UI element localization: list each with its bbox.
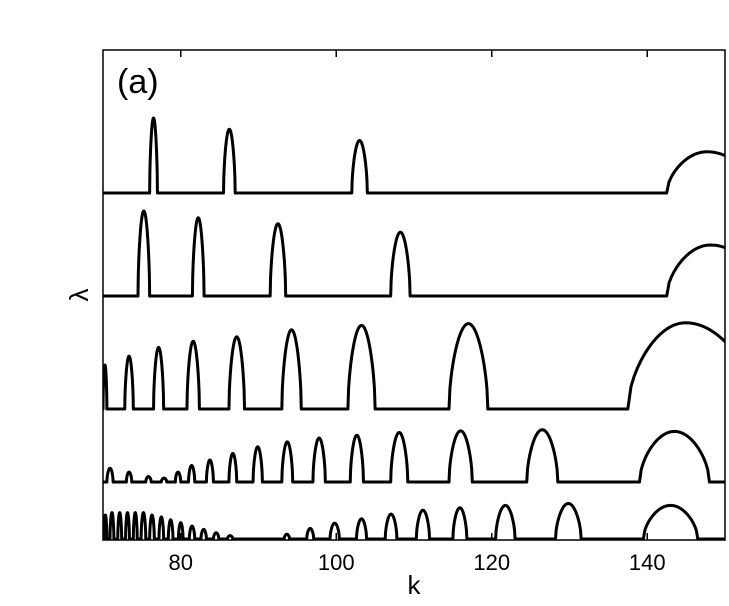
series-line-5 xyxy=(103,501,725,540)
series-curves xyxy=(103,116,725,540)
series-line-1 xyxy=(103,116,725,195)
x-tick-label: 140 xyxy=(629,550,666,575)
y-axis-label: λ xyxy=(64,289,94,302)
series-line-3 xyxy=(103,321,725,411)
x-tick-label: 80 xyxy=(169,550,193,575)
x-tick-label: 120 xyxy=(473,550,510,575)
x-axis-label: k xyxy=(408,570,422,600)
panel-label: (a) xyxy=(117,63,159,101)
x-ticks: 80 100 120 140 xyxy=(169,50,666,575)
series-line-4 xyxy=(103,428,725,484)
series-line-2 xyxy=(103,209,725,298)
x-tick-label: 100 xyxy=(318,550,355,575)
